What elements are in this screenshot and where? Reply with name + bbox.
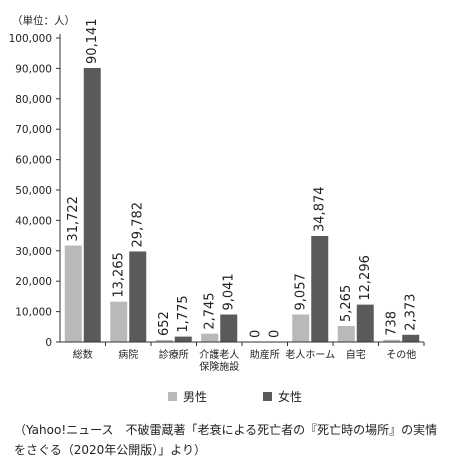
source-caption: （Yahoo!ニュース 不破雷蔵著「老衰による死亡者の『死亡時の場所』の実情をさ… — [14, 423, 438, 457]
bar-male — [155, 340, 173, 342]
data-label: 31,722 — [66, 196, 81, 242]
y-tick-label: 40,000 — [15, 215, 52, 227]
bar-male — [110, 301, 128, 342]
x-tick-label: 介護老人保険施設 — [199, 348, 239, 373]
x-tick-label: 病院 — [118, 348, 138, 361]
legend-item-female: 女性 — [263, 388, 302, 405]
data-label: 0 — [267, 330, 282, 338]
x-tick-label: 助産所 — [250, 348, 280, 361]
bar-female — [311, 235, 329, 342]
y-tick-label: 70,000 — [15, 124, 52, 136]
y-tick-label: 80,000 — [15, 94, 52, 106]
y-tick-label: 90,000 — [15, 63, 52, 75]
x-tick-label: 老人ホーム — [285, 348, 335, 361]
y-tick-label: 0 — [45, 337, 52, 349]
legend: 男性 女性 — [0, 388, 450, 408]
y-tick-label: 60,000 — [15, 155, 52, 167]
bar-female — [220, 314, 238, 342]
legend-swatch-female — [263, 392, 272, 401]
legend-label-female: 女性 — [278, 390, 303, 404]
bar-male — [64, 245, 82, 342]
data-label: 34,874 — [313, 186, 328, 232]
bar-male — [201, 333, 219, 342]
y-tick-label: 100,000 — [9, 33, 52, 45]
x-tick-label: 総数 — [73, 348, 93, 361]
legend-swatch-male — [168, 392, 177, 401]
y-axis: 0 10,000 20,000 30,000 40,000 50,000 60,000 70,… — [9, 33, 61, 349]
bar-female — [83, 67, 101, 342]
data-label: 90,141 — [85, 18, 100, 64]
y-tick-label: 50,000 — [15, 185, 52, 197]
data-label: 9,041 — [222, 273, 237, 310]
unit-label: （単位：人） — [12, 14, 75, 27]
data-label: 9,057 — [294, 273, 309, 310]
data-label: 1,775 — [176, 295, 191, 332]
data-label: 0 — [248, 330, 263, 338]
x-tick-label: 診療所 — [159, 348, 189, 361]
bar-female — [174, 336, 192, 342]
data-label: 5,265 — [339, 285, 354, 322]
bar-male — [337, 325, 355, 342]
bar-chart: （単位：人） 0 10,000 20,000 30,000 40,000 50,000 60… — [9, 14, 425, 373]
data-label: 652 — [157, 311, 172, 336]
y-tick-label: 30,000 — [15, 246, 52, 258]
y-tick-label: 20,000 — [15, 276, 52, 288]
x-tick-label: その他 — [386, 348, 416, 361]
data-label: 738 — [385, 311, 400, 336]
bar-male — [292, 314, 310, 342]
data-label: 29,782 — [131, 202, 146, 248]
data-label: 12,296 — [358, 255, 373, 301]
data-label: 2,373 — [404, 294, 419, 331]
data-label: 13,265 — [112, 252, 127, 298]
bar-female — [356, 304, 374, 342]
bar-female — [402, 334, 420, 342]
x-tick-label: 自宅 — [346, 348, 366, 361]
bar-female — [129, 251, 147, 342]
legend-label-male: 男性 — [183, 390, 208, 404]
data-label: 2,745 — [203, 292, 218, 329]
bar-male — [383, 339, 401, 342]
y-tick-label: 10,000 — [15, 307, 52, 319]
bars: 31,722 90,141 13,265 29,782 652 1,775 2,745 9,0… — [64, 18, 420, 342]
legend-item-male: 男性 — [168, 388, 207, 405]
